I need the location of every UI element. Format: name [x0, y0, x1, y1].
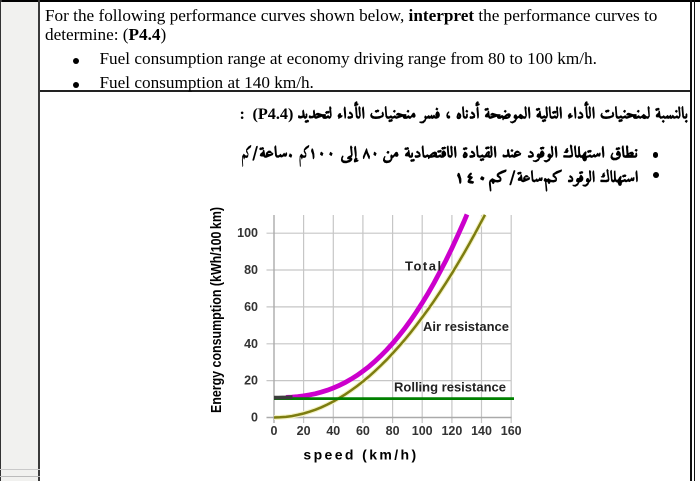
svg-text:0: 0: [271, 424, 278, 438]
svg-text:Energy consumption (kWh/100 km: Energy consumption (kWh/100 km): [208, 207, 225, 413]
svg-text:Air resistance: Air resistance: [423, 319, 509, 334]
svg-text:speed (km/h): speed (km/h): [303, 447, 418, 463]
svg-text:0: 0: [251, 411, 258, 425]
svg-text:40: 40: [244, 337, 258, 351]
svg-text:120: 120: [441, 424, 462, 438]
svg-text:100: 100: [237, 226, 258, 240]
svg-text:Rolling resistance: Rolling resistance: [394, 380, 506, 395]
svg-text:20: 20: [297, 424, 311, 438]
svg-text:140: 140: [471, 424, 492, 438]
svg-text:80: 80: [244, 263, 258, 277]
svg-text:100: 100: [412, 424, 433, 438]
svg-text:160: 160: [501, 424, 522, 438]
svg-text:60: 60: [356, 424, 370, 438]
svg-text:80: 80: [386, 424, 400, 438]
svg-text:40: 40: [326, 424, 340, 438]
svg-text:20: 20: [244, 374, 258, 388]
svg-text:Total: Total: [405, 259, 443, 274]
svg-text:60: 60: [244, 300, 258, 314]
